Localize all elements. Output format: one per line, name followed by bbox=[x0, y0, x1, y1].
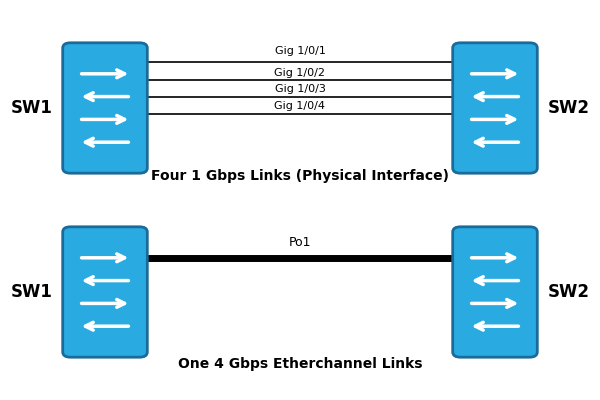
FancyBboxPatch shape bbox=[453, 43, 538, 173]
Text: SW1: SW1 bbox=[11, 283, 53, 301]
Text: Po1: Po1 bbox=[289, 236, 311, 249]
Text: Gig 1/0/3: Gig 1/0/3 bbox=[275, 84, 325, 94]
Text: Four 1 Gbps Links (Physical Interface): Four 1 Gbps Links (Physical Interface) bbox=[151, 169, 449, 183]
Text: Gig 1/0/4: Gig 1/0/4 bbox=[275, 101, 325, 111]
Text: Gig 1/0/1: Gig 1/0/1 bbox=[275, 46, 325, 56]
FancyBboxPatch shape bbox=[453, 227, 538, 357]
Text: SW1: SW1 bbox=[11, 99, 53, 117]
Text: SW2: SW2 bbox=[548, 99, 589, 117]
FancyBboxPatch shape bbox=[62, 227, 148, 357]
Text: Gig 1/0/2: Gig 1/0/2 bbox=[275, 68, 325, 78]
Text: SW2: SW2 bbox=[548, 283, 589, 301]
Text: One 4 Gbps Etherchannel Links: One 4 Gbps Etherchannel Links bbox=[178, 357, 422, 371]
FancyBboxPatch shape bbox=[62, 43, 148, 173]
